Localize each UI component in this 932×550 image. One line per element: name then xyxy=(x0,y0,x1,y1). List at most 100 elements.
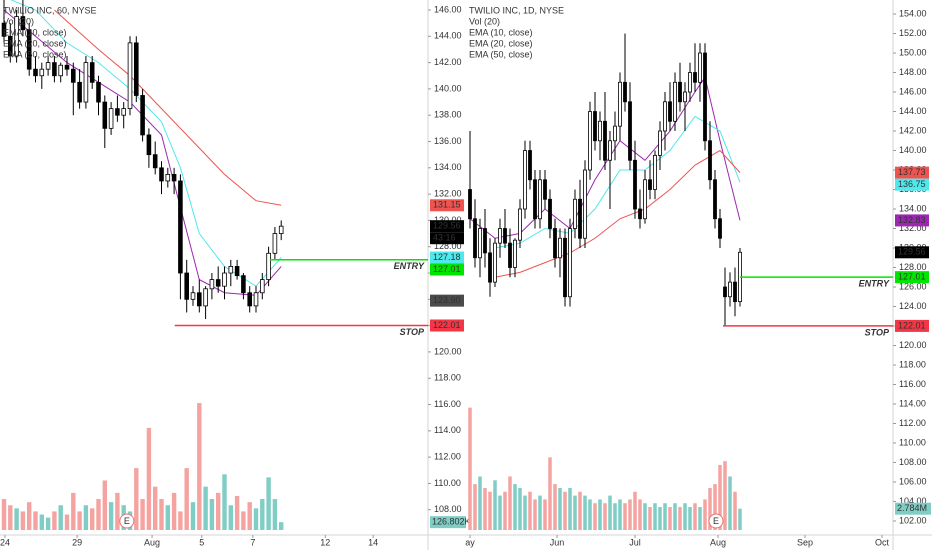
legend-entry: EMA (10, close) xyxy=(469,27,533,37)
x-tick-label: 14 xyxy=(368,537,378,547)
x-tick-label: 5 xyxy=(199,537,204,547)
y-tick-label: 138.00 xyxy=(434,110,462,120)
ema-line xyxy=(54,9,282,206)
candle-body xyxy=(658,130,662,156)
candle-body xyxy=(272,233,278,254)
candle-body xyxy=(678,81,682,103)
volume-bar xyxy=(618,499,622,530)
y-tick-label: 128.00 xyxy=(434,241,462,251)
volume-bar xyxy=(703,499,707,530)
candle-body xyxy=(723,286,727,298)
candle-body xyxy=(588,111,592,171)
volume-bar xyxy=(209,499,215,530)
y-tick-label: 114.00 xyxy=(434,425,461,435)
volume-bar xyxy=(96,499,101,530)
candle-body xyxy=(603,120,607,161)
volume-bar xyxy=(493,480,497,530)
candle-body xyxy=(278,225,284,234)
candle-body xyxy=(228,266,234,274)
volume-bar xyxy=(623,503,627,530)
volume-bar xyxy=(234,495,240,530)
volume-bar xyxy=(603,503,607,530)
volume-bar xyxy=(115,492,120,530)
candle-body xyxy=(593,111,597,142)
volume-bar xyxy=(548,457,552,530)
volume-bar xyxy=(146,427,152,530)
volume-bar xyxy=(473,484,477,530)
volume-bar xyxy=(241,511,246,530)
candle-body xyxy=(698,52,702,83)
volume-bar xyxy=(708,487,712,530)
candle-body xyxy=(89,62,95,83)
y-tick-label: 140.00 xyxy=(899,145,927,155)
legend-entry: EMA (20, close) xyxy=(469,38,533,48)
candle-body xyxy=(653,154,657,190)
candle-body xyxy=(39,68,45,77)
legend-entry: Vol (20) xyxy=(469,16,500,26)
candle-body xyxy=(197,292,202,307)
candle-body xyxy=(563,237,567,298)
y-tick-label: 142.00 xyxy=(434,57,462,67)
candle-body xyxy=(96,81,101,103)
volume-tag xyxy=(430,516,466,529)
candle-body xyxy=(473,218,477,259)
level-label: ENTRY xyxy=(394,261,425,271)
y-tick-label: 128.00 xyxy=(899,262,927,272)
y-tick-label: 154.00 xyxy=(899,8,927,18)
candle-body xyxy=(713,179,717,220)
y-tick-label: 148.00 xyxy=(899,67,927,77)
x-tick-label: Oct xyxy=(875,537,890,547)
x-tick-label: Aug xyxy=(710,537,726,547)
x-tick-label: Jun xyxy=(550,537,565,547)
candle-body xyxy=(568,228,572,298)
volume-bar xyxy=(215,492,221,530)
price-tag-label: 122.01 xyxy=(898,320,926,330)
candle-body xyxy=(718,218,722,239)
candle-body xyxy=(548,198,552,229)
candle-body xyxy=(503,228,507,244)
candle-body xyxy=(241,275,246,294)
level-label: ENTRY xyxy=(859,279,890,289)
x-tick-label: ay xyxy=(465,537,475,547)
y-tick-label: 144.00 xyxy=(434,31,462,41)
x-tick-label: Aug xyxy=(144,537,160,547)
candle-body xyxy=(553,228,557,259)
volume-bar xyxy=(533,499,537,530)
candle-body xyxy=(733,281,737,303)
candle-body xyxy=(513,239,517,268)
y-tick-label: 134.00 xyxy=(434,162,462,172)
y-tick-label: 120.00 xyxy=(434,346,462,356)
candle-body xyxy=(58,64,63,77)
price-tag xyxy=(430,263,464,276)
y-tick-label: 130.00 xyxy=(434,215,462,225)
candle-body xyxy=(703,52,707,142)
y-tick-label: 104.00 xyxy=(899,496,927,506)
volume-bar xyxy=(20,511,26,530)
candle-body xyxy=(52,62,57,77)
price-tag-label: 129.56 xyxy=(433,221,461,231)
candle-body xyxy=(146,134,152,156)
volume-bar xyxy=(628,499,632,530)
volume-bar xyxy=(558,487,562,530)
candle-body xyxy=(253,292,259,307)
y-tick-label: 132.00 xyxy=(434,188,462,198)
price-tag-label: 129.56 xyxy=(898,247,926,257)
volume-bar xyxy=(543,499,547,530)
price-tag-label: 137.73 xyxy=(898,167,926,177)
price-tag xyxy=(895,271,929,284)
candle-body xyxy=(708,140,712,181)
volume-bar xyxy=(108,502,114,530)
candle-body xyxy=(121,108,126,116)
ema-line xyxy=(494,149,741,278)
volume-bar xyxy=(77,511,82,530)
volume-bar xyxy=(678,507,682,530)
candle-body xyxy=(598,120,602,142)
price-tag xyxy=(430,294,464,307)
candle-body xyxy=(688,72,692,93)
volume-bar xyxy=(663,503,667,530)
candle-body xyxy=(583,169,587,239)
y-tick-label: 120.00 xyxy=(899,340,927,350)
volume-bar xyxy=(14,508,19,530)
price-tag-label: 123.90 xyxy=(433,295,461,305)
